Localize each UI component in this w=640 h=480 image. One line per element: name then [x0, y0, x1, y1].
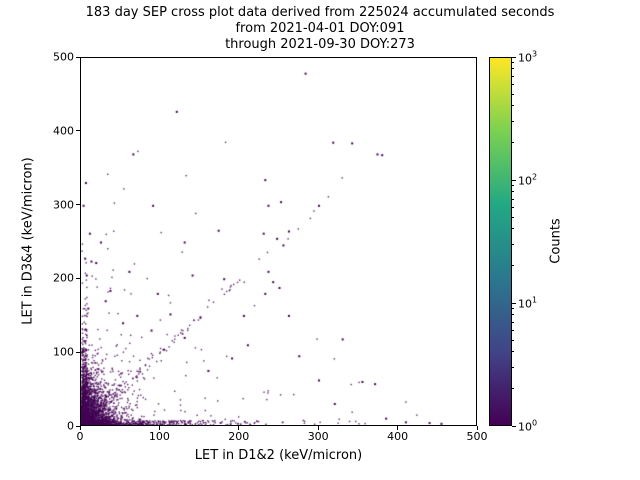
- x-tick-label: 100: [148, 430, 170, 443]
- scatter-canvas: [81, 58, 476, 425]
- colorbar-minor-tick-mark: [512, 62, 514, 64]
- colorbar-tick-mark: [512, 425, 516, 427]
- y-tick-label: 400: [53, 124, 74, 138]
- colorbar-minor-tick-mark: [512, 75, 514, 77]
- colorbar-minor-tick-mark: [512, 216, 514, 218]
- colorbar-minor-tick-mark: [512, 68, 514, 70]
- colorbar-minor-tick-mark: [512, 351, 514, 353]
- y-tick-label: 200: [53, 271, 74, 285]
- colorbar-minor-tick-mark: [512, 105, 514, 107]
- y-tick-mark: [76, 130, 80, 132]
- chart-title: 183 day SEP cross plot data derived from…: [85, 5, 555, 20]
- plot-area: [80, 57, 477, 426]
- x-tick-mark: [476, 426, 478, 430]
- x-axis-label: LET in D1&2 (keV/micron): [194, 448, 363, 463]
- colorbar-minor-tick-mark: [512, 228, 514, 230]
- x-tick-mark: [79, 426, 81, 430]
- x-tick-mark: [317, 426, 319, 430]
- colorbar-tick-mark: [512, 179, 516, 181]
- colorbar-minor-tick-mark: [512, 142, 514, 144]
- chart-subtitle-through: through 2021-09-30 DOY:273: [225, 37, 415, 52]
- colorbar-minor-tick-mark: [512, 120, 514, 122]
- y-tick-mark: [76, 277, 80, 279]
- x-tick-label: 0: [76, 430, 84, 443]
- y-tick-mark: [76, 351, 80, 353]
- colorbar-tick-label: 103: [518, 49, 538, 65]
- y-tick-label: 0: [67, 419, 74, 433]
- colorbar-minor-tick-mark: [512, 198, 514, 200]
- y-tick-label: 500: [53, 50, 74, 64]
- y-tick-mark: [76, 56, 80, 58]
- x-tick-label: 200: [228, 430, 250, 443]
- x-tick-mark: [397, 426, 399, 430]
- colorbar-minor-tick-mark: [512, 206, 514, 208]
- colorbar-minor-tick-mark: [512, 314, 514, 316]
- x-tick-label: 400: [387, 430, 409, 443]
- y-tick-mark: [76, 204, 80, 206]
- colorbar-minor-tick-mark: [512, 308, 514, 310]
- colorbar-minor-tick-mark: [512, 93, 514, 95]
- colorbar-minor-tick-mark: [512, 321, 514, 323]
- colorbar-tick-mark: [512, 302, 516, 304]
- chart-subtitle-from: from 2021-04-01 DOY:091: [235, 21, 405, 36]
- colorbar-tick-label: 101: [518, 295, 538, 311]
- colorbar-minor-tick-mark: [512, 191, 514, 193]
- colorbar-minor-tick-mark: [512, 388, 514, 390]
- y-axis-label: LET in D3&4 (keV/micron): [20, 157, 36, 325]
- colorbar: [489, 57, 512, 426]
- colorbar-minor-tick-mark: [512, 243, 514, 245]
- colorbar-minor-tick-mark: [512, 265, 514, 267]
- y-tick-label: 300: [53, 198, 74, 212]
- colorbar-minor-tick-mark: [512, 329, 514, 331]
- x-tick-mark: [158, 426, 160, 430]
- y-tick-label: 100: [53, 345, 74, 359]
- x-tick-label: 500: [466, 430, 488, 443]
- colorbar-tick-label: 102: [518, 172, 538, 188]
- x-tick-mark: [238, 426, 240, 430]
- colorbar-minor-tick-mark: [512, 83, 514, 85]
- colorbar-minor-tick-mark: [512, 366, 514, 368]
- colorbar-minor-tick-mark: [512, 185, 514, 187]
- y-tick-mark: [76, 425, 80, 427]
- colorbar-tick-mark: [512, 56, 516, 58]
- colorbar-label: Counts: [548, 218, 564, 264]
- colorbar-minor-tick-mark: [512, 339, 514, 341]
- colorbar-tick-label: 100: [518, 418, 538, 434]
- x-tick-label: 300: [307, 430, 329, 443]
